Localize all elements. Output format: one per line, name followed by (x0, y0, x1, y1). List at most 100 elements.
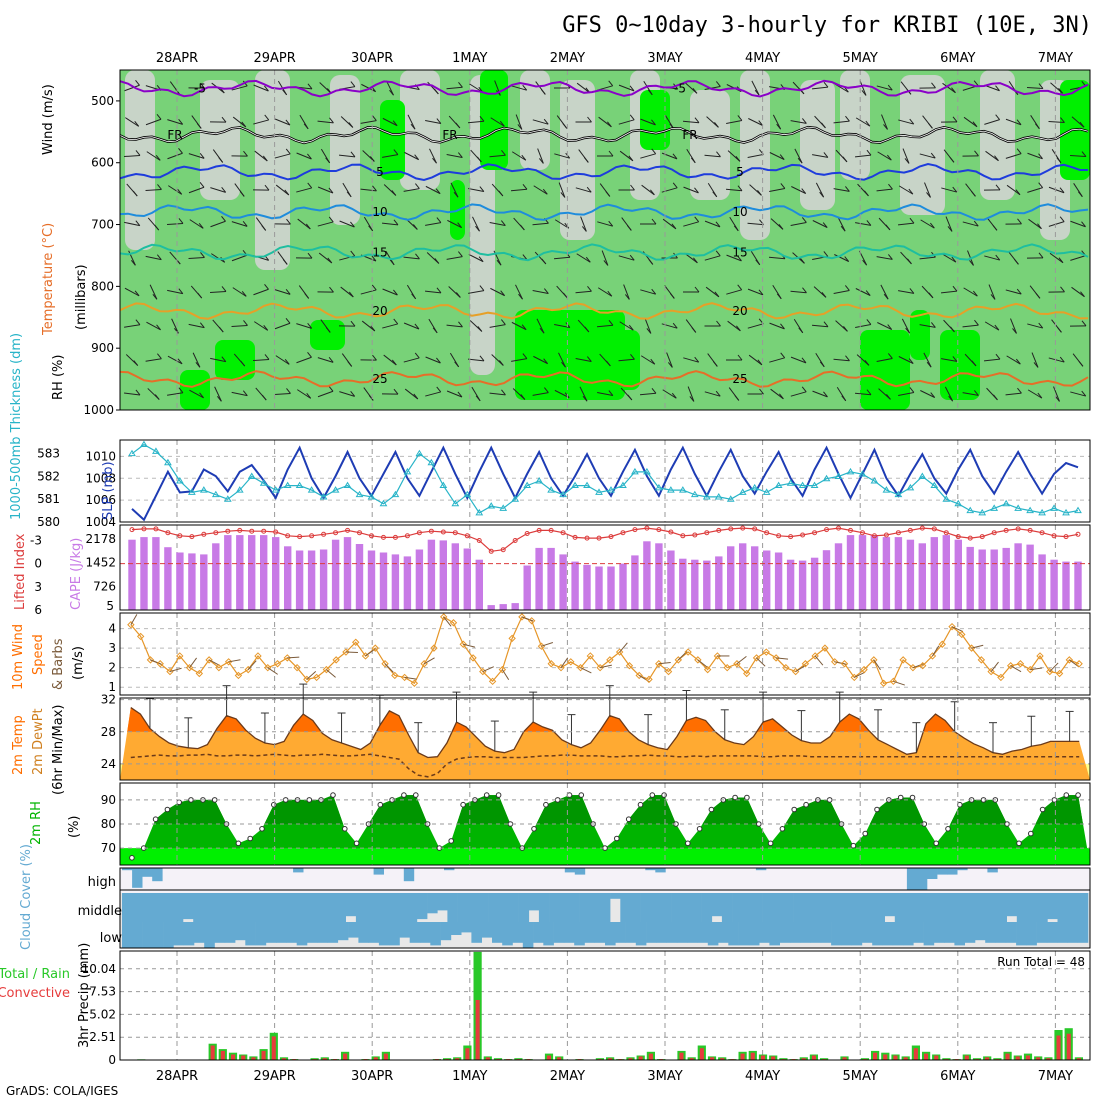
cloud-bar-low (728, 922, 739, 946)
cape-bar (331, 539, 340, 610)
wind-barb-flag (733, 225, 739, 232)
isotherm-label: 15 (732, 245, 747, 259)
wind-barb (1028, 218, 1042, 230)
cloud-bar-middle (457, 893, 469, 922)
date-label: 4MAY (745, 51, 780, 66)
wind-barb-flag (264, 283, 269, 290)
wind-barb (167, 119, 183, 125)
lifted-index-point (392, 534, 398, 540)
wind-barb (403, 357, 420, 363)
cloud-bar-high (373, 868, 384, 875)
cloud-bar-low (800, 922, 811, 943)
date-label: 29APR (253, 51, 295, 66)
wind-barb-flag (306, 393, 312, 399)
wind-barb-flag (586, 186, 592, 193)
rh-point (803, 801, 809, 808)
wind-barb-flag (649, 189, 655, 196)
wind-barb-flag (651, 148, 657, 155)
thickness-point (1074, 506, 1082, 514)
cape-bar (978, 549, 986, 610)
wind-barb (988, 284, 996, 300)
cloud-bar-low (574, 922, 585, 946)
wind-speed-point (342, 648, 350, 656)
lifted-index-point (560, 530, 566, 536)
wind-barb-flag (672, 182, 678, 189)
wind-barb (640, 118, 656, 126)
thickness-point (786, 479, 795, 486)
cloud-bar-low (687, 922, 698, 943)
wind-barb (898, 119, 914, 125)
cloud-bar-middle (579, 893, 591, 922)
wind-barb-flag (477, 326, 483, 332)
wind-barb (275, 184, 290, 196)
ylabel-minmax: (6hr Min/Max) (51, 705, 66, 795)
wind-barb-flag (1038, 182, 1044, 188)
cloud-bar-high (564, 868, 576, 873)
thickness-point (906, 483, 915, 491)
wind-barb (682, 120, 700, 124)
wind-barb (468, 187, 484, 193)
wind-barb-flag (133, 360, 139, 366)
wind-barb-flag (370, 325, 376, 332)
wind-barb-flag (391, 359, 397, 366)
cloud-bar-middle (1077, 893, 1089, 922)
wind-barb-flag (689, 396, 695, 402)
wind-barb (446, 153, 463, 159)
wind-barb (339, 220, 355, 228)
cloud-bar-middle (864, 893, 875, 922)
wind-speed-point (1026, 665, 1034, 674)
slp-series-line (131, 445, 1079, 522)
wind-barb-flag (562, 123, 568, 129)
wind-barb-flag (522, 254, 528, 260)
wind-barb-flag (928, 122, 933, 129)
cloud-bar-middle (528, 893, 540, 911)
lifted-index-point (883, 532, 889, 538)
date-label: 6MAY (940, 1069, 975, 1084)
wind-barb (340, 286, 354, 298)
cape-bar (164, 547, 172, 610)
precip-conv-bar (485, 1057, 490, 1060)
cloud-bar-middle (142, 893, 153, 922)
wind-barb (297, 389, 311, 399)
cape-bar (858, 535, 867, 610)
wind-barb (919, 324, 936, 328)
wind-barb-flag (368, 395, 374, 401)
thickness-point (128, 449, 136, 457)
wind-barb-flag (866, 389, 872, 396)
wind-barb (425, 356, 441, 364)
wind-barb (274, 322, 291, 330)
cape-bar (343, 537, 352, 610)
wind-barb-flag (307, 351, 312, 358)
precip-conv-bar (638, 1056, 643, 1060)
rh-point (413, 792, 419, 798)
thickness-point (702, 492, 711, 500)
cape-bar (1002, 547, 1010, 610)
cape-bar (703, 560, 711, 610)
wind-barb-flag (907, 258, 912, 265)
precip-conv-bar (842, 1057, 847, 1060)
wind-barb (232, 116, 247, 128)
cloud-bar-middle (803, 893, 814, 922)
cloud-bar-low (913, 922, 924, 943)
wind-barb (748, 354, 763, 366)
thickness-point (415, 449, 424, 457)
cloud-bar-middle (315, 893, 326, 922)
wind-barb (124, 221, 140, 227)
precip-conv-bar (210, 1045, 215, 1060)
wind-barb (880, 284, 889, 300)
cape-bar (619, 563, 627, 610)
wind-barb-flag (432, 327, 438, 334)
wind-barb-flag (198, 223, 204, 229)
cloud-bar-high (655, 868, 666, 873)
thickness-point (643, 467, 651, 475)
cloud-bar-low (430, 922, 441, 946)
wind-barb-flag (667, 362, 673, 368)
lifted-index-point (728, 526, 734, 532)
cloud-bar-low (944, 922, 955, 943)
lifted-index-point (776, 533, 782, 539)
wind-barb-flag (802, 287, 807, 294)
wind-barb-flag (1081, 221, 1086, 228)
ylabel-barbs: & Barbs (51, 638, 66, 690)
wind-barb (231, 221, 248, 227)
wind-barb (446, 256, 463, 260)
